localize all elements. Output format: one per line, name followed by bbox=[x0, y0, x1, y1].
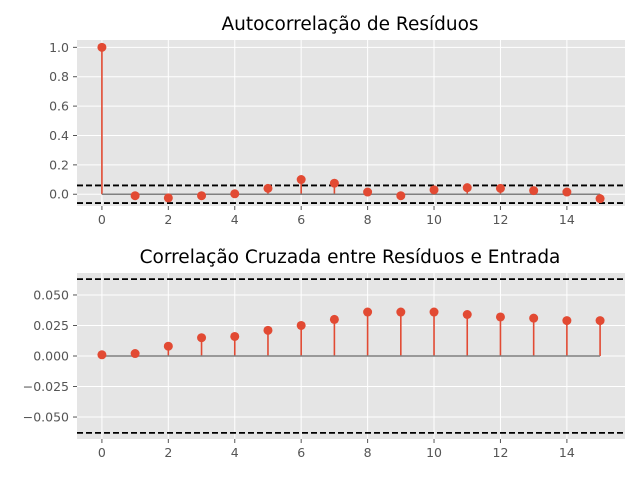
ccf-x-tick-label: 12 bbox=[493, 445, 509, 460]
acf-stem-marker bbox=[529, 186, 539, 196]
acf-stem-marker bbox=[595, 194, 605, 204]
ccf-stem-marker bbox=[97, 350, 107, 360]
ccf-stem-marker bbox=[396, 307, 406, 317]
acf-plot-area bbox=[77, 40, 625, 206]
autocorrelation-title: Autocorrelação de Resíduos bbox=[221, 14, 478, 35]
acf-stem-marker bbox=[363, 187, 373, 197]
acf-stem-marker bbox=[562, 187, 572, 197]
acf-stem-marker bbox=[130, 191, 140, 201]
acf-stem-marker bbox=[429, 185, 439, 195]
ccf-stem-marker bbox=[263, 325, 273, 335]
acf-stem-marker bbox=[329, 178, 339, 188]
ccf-x-tick-label: 10 bbox=[426, 445, 442, 460]
acf-stem-marker bbox=[495, 183, 505, 193]
acf-y-tick-label: 0.8 bbox=[49, 69, 69, 84]
acf-stem-marker bbox=[296, 175, 306, 185]
acf-stem-marker bbox=[396, 191, 406, 201]
acf-stem-marker bbox=[230, 189, 240, 199]
ccf-y-tick-label: 0.050 bbox=[33, 287, 69, 302]
acf-x-tick-label: 2 bbox=[164, 212, 172, 227]
acf-y-tick-label: 0.6 bbox=[49, 99, 69, 114]
ccf-y-tick-label: −0.050 bbox=[23, 410, 69, 425]
ccf-stem-marker bbox=[462, 310, 472, 319]
ccf-stem-marker bbox=[495, 312, 505, 322]
ccf-stem-marker bbox=[230, 331, 240, 341]
ccf-stem-marker bbox=[163, 341, 173, 351]
acf-stem-marker bbox=[263, 183, 273, 193]
ccf-x-tick-label: 8 bbox=[364, 445, 372, 460]
acf-x-tick-label: 6 bbox=[297, 212, 305, 227]
acf-x-tick-label: 4 bbox=[231, 212, 239, 227]
acf-stem-marker bbox=[163, 193, 173, 203]
ccf-x-tick-label: 0 bbox=[98, 445, 106, 460]
acf-y-tick-label: 0.4 bbox=[49, 128, 69, 143]
ccf-stem-marker bbox=[329, 314, 339, 324]
ccf-x-tick-label: 6 bbox=[297, 445, 305, 460]
acf-y-tick-label: 0.0 bbox=[49, 187, 69, 202]
ccf-stem-marker bbox=[197, 333, 207, 343]
ccf-x-tick-label: 4 bbox=[231, 445, 239, 460]
ccf-x-tick-label: 2 bbox=[164, 445, 172, 460]
ccf-stem-marker bbox=[529, 313, 539, 323]
ccf-y-tick-label: 0.000 bbox=[33, 349, 69, 364]
acf-x-tick-label: 10 bbox=[426, 212, 442, 227]
ccf-x-tick-label: 14 bbox=[559, 445, 575, 460]
acf-stem-marker bbox=[197, 191, 207, 201]
cross-correlation-panel: 0 2 4 6 8 10 12 14 −0.050 −0.025 0.000 0.025 0.050 Co… bbox=[23, 247, 625, 460]
cross-correlation-title: Correlação Cruzada entre Resíduos e Entr… bbox=[140, 247, 561, 268]
acf-x-tick-label: 14 bbox=[559, 212, 575, 227]
acf-y-tick-label: 0.2 bbox=[49, 157, 69, 172]
ccf-stem-marker bbox=[130, 349, 140, 359]
ccf-stem-marker bbox=[595, 316, 605, 326]
ccf-y-tick-label: −0.025 bbox=[23, 379, 69, 394]
ccf-stem-marker bbox=[296, 320, 306, 330]
ccf-stem-marker bbox=[429, 307, 439, 317]
ccf-stem-marker bbox=[363, 307, 373, 317]
ccf-y-tick-label: 0.025 bbox=[33, 318, 69, 333]
acf-stem-marker bbox=[97, 42, 107, 52]
acf-x-tick-label: 12 bbox=[493, 212, 509, 227]
acf-y-tick-label: 1.0 bbox=[49, 40, 69, 55]
acf-x-tick-label: 0 bbox=[98, 212, 106, 227]
autocorrelation-panel: 0 2 4 6 8 10 12 14 0.0 0.2 0.4 0.6 0.8 1.0 Autocorrela… bbox=[49, 14, 625, 227]
ccf-stem-marker bbox=[562, 316, 572, 326]
acf-x-tick-label: 8 bbox=[364, 212, 372, 227]
acf-stem-marker bbox=[462, 183, 472, 193]
